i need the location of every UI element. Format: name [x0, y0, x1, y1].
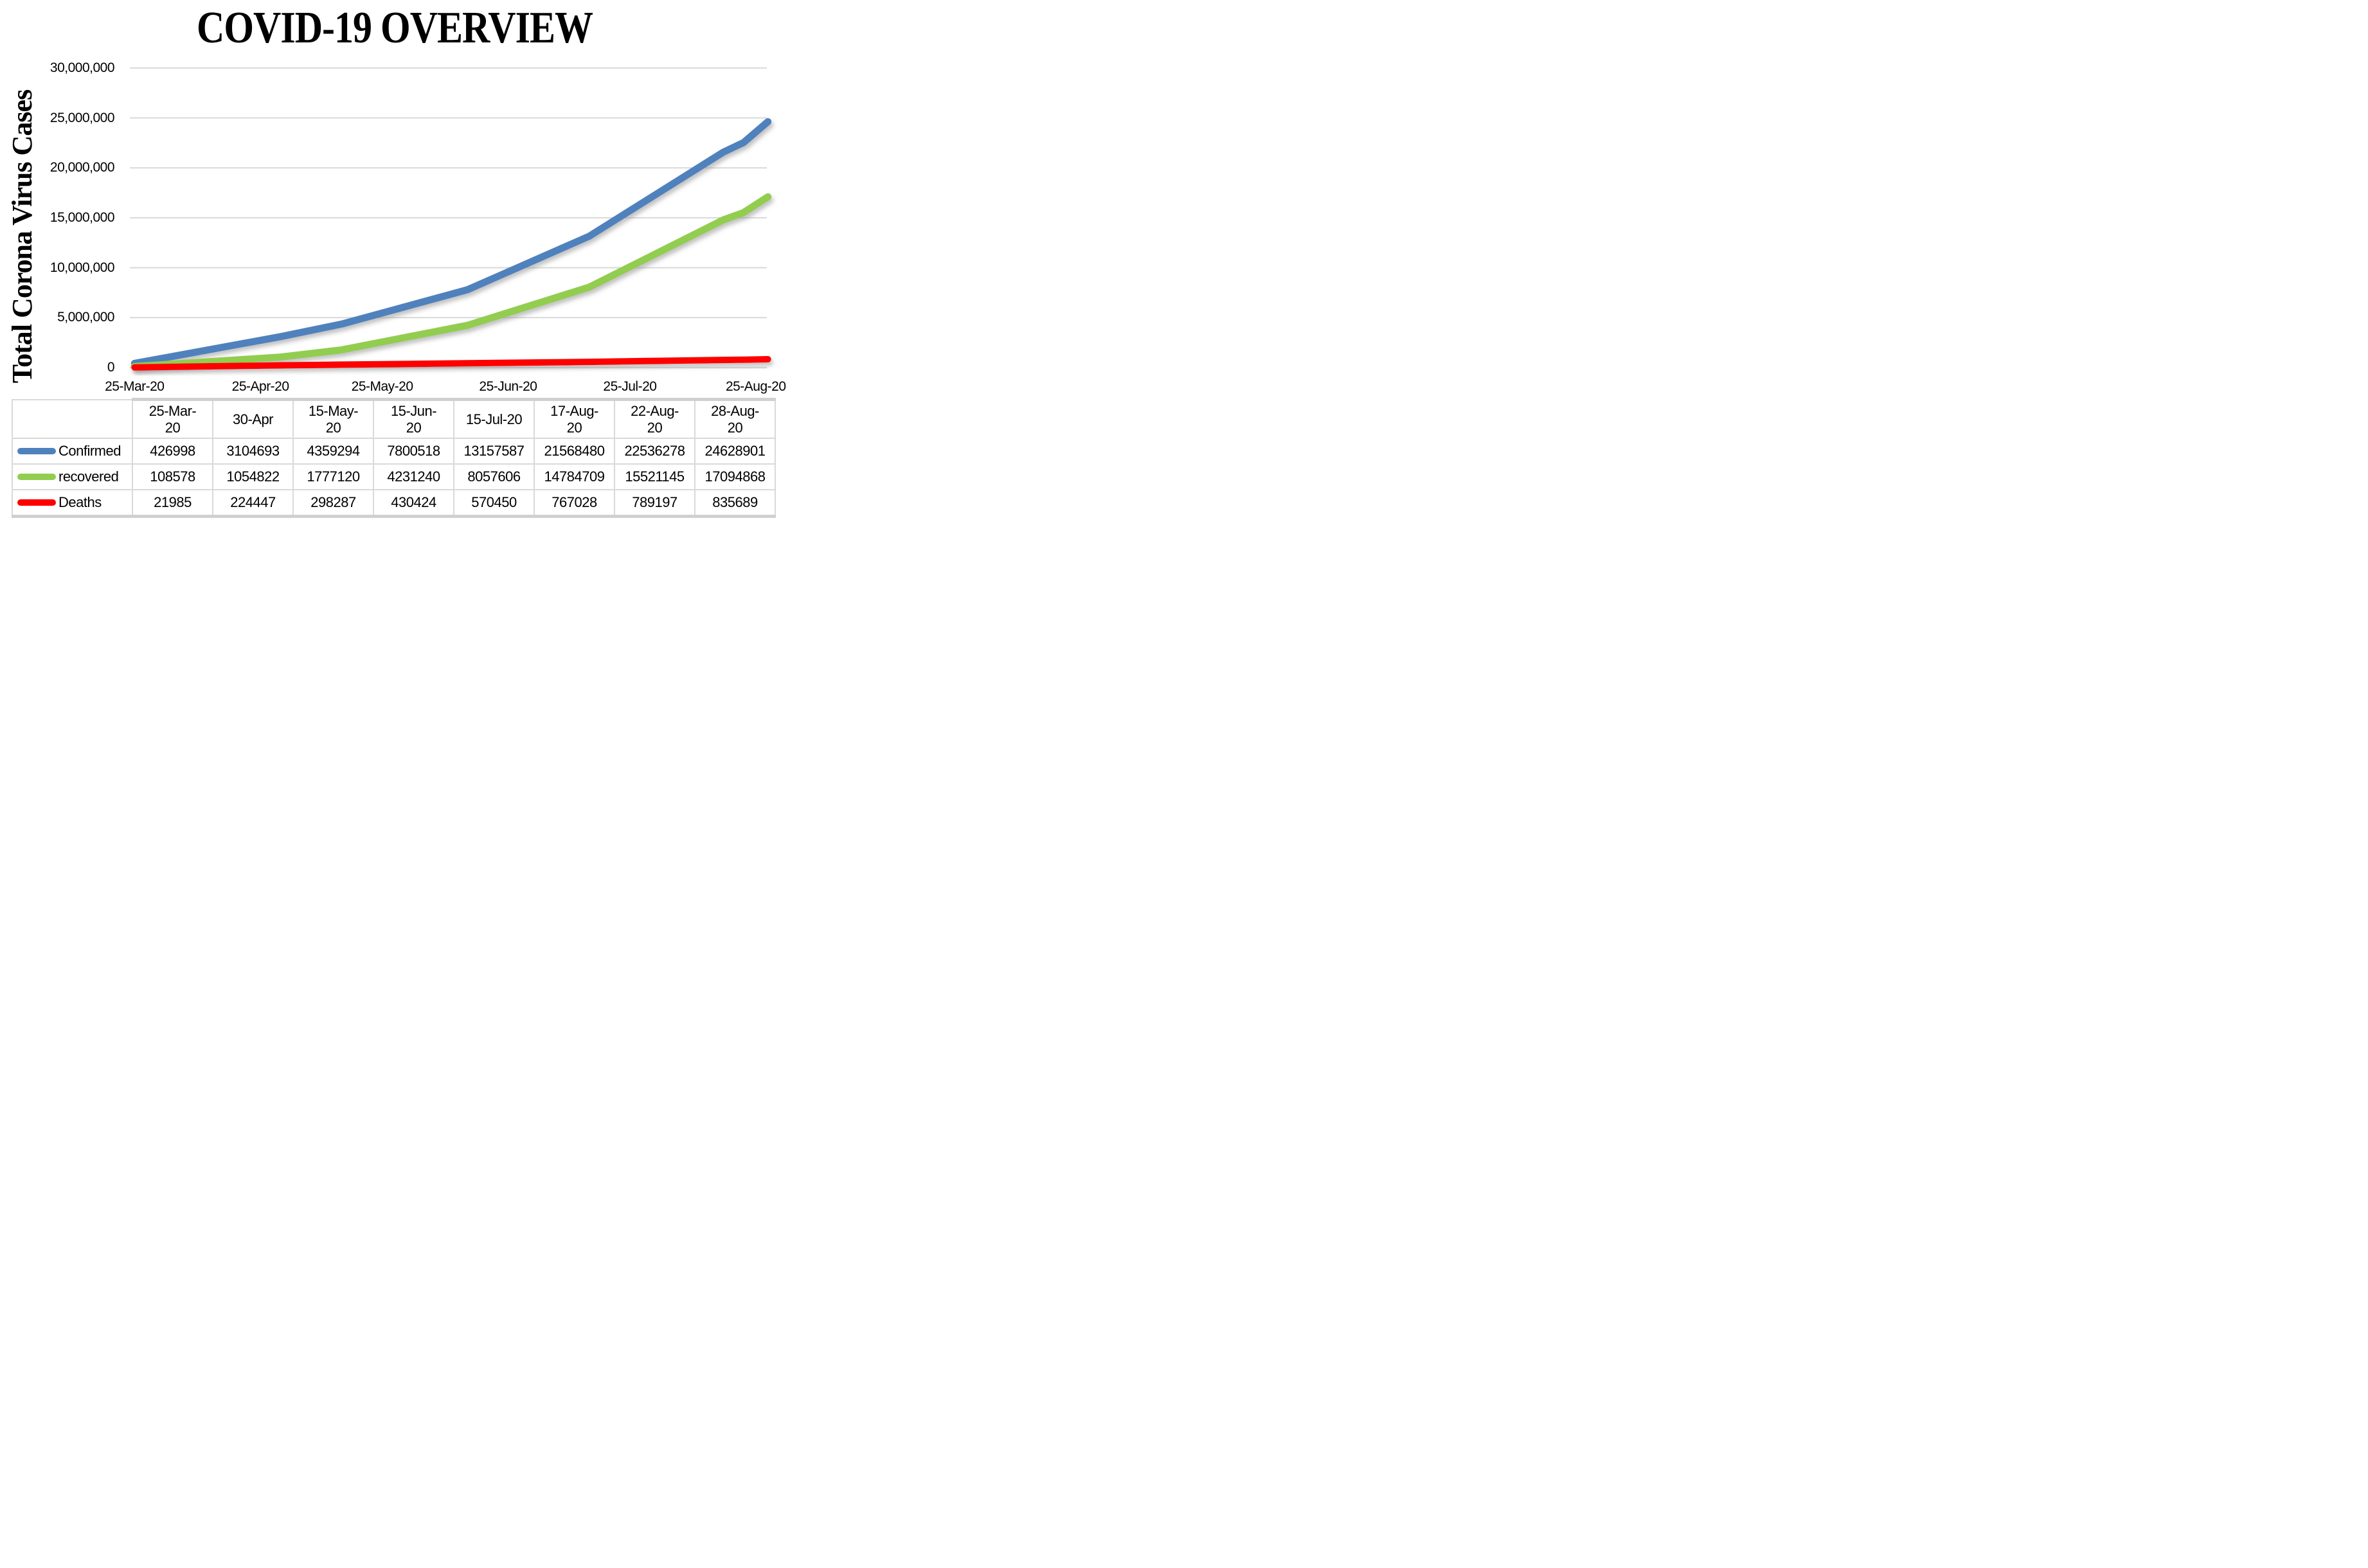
- y-tick-label: 15,000,000: [49, 209, 115, 225]
- table-value-cell: 3104693: [212, 438, 294, 465]
- legend-cell-recovered: recovered: [12, 463, 133, 490]
- table-header-line: 20: [727, 419, 743, 436]
- table-value-cell: 430424: [373, 489, 454, 518]
- table-value-cell: 21568480: [534, 438, 615, 465]
- x-tick-label: 25-Jul-20: [603, 379, 657, 394]
- table-header-line: 25-Mar-: [148, 402, 197, 419]
- table-header-line: 30-Apr: [232, 411, 274, 427]
- table-value-cell: 4231240: [373, 463, 454, 490]
- legend-label: Confirmed: [58, 443, 121, 459]
- table-value-cell: 1054822: [212, 463, 294, 490]
- table-header-line: 15-Jul-20: [465, 411, 523, 427]
- table-header-cell: 17-Aug- 20: [534, 398, 615, 439]
- table-value-cell: 15521145: [614, 463, 695, 490]
- table-corner-cell: [12, 398, 133, 439]
- table-value-cell: 22536278: [614, 438, 695, 465]
- table-header-cell: 28-Aug- 20: [694, 398, 776, 439]
- legend-swatch-confirmed: [17, 448, 56, 454]
- table-header-cell: 15-Jul-20: [453, 398, 535, 439]
- table-value-cell: 14784709: [534, 463, 615, 490]
- table-header-line: 20: [325, 419, 341, 436]
- covid-overview-chart: COVID-19 OVERVIEW Total Corona Virus Cas…: [0, 0, 789, 522]
- table-value-cell: 8057606: [453, 463, 535, 490]
- series-line-recovered: [130, 193, 772, 370]
- table-value-cell: 1777120: [292, 463, 374, 490]
- table-row-confirmed: Confirmed 426998 3104693 4359294 7800518 1315…: [12, 438, 776, 465]
- table-row-deaths: Deaths 21985 224447 298287 430424 570450 76702…: [12, 489, 776, 518]
- table-value-cell: 224447: [212, 489, 294, 518]
- x-tick-label: 25-Apr-20: [231, 379, 289, 394]
- table-header-line: 20: [406, 419, 422, 436]
- legend-cell-deaths: Deaths: [12, 489, 133, 518]
- x-tick-label: 25-Mar-20: [105, 379, 165, 394]
- table-value-cell: 789197: [614, 489, 695, 518]
- table-value-cell: 21985: [132, 489, 213, 518]
- table-value-cell: 835689: [694, 489, 776, 518]
- x-tick-label: 25-Jun-20: [479, 379, 537, 394]
- table-header-line: 22-Aug-: [631, 402, 679, 419]
- table-header-line: 20: [566, 419, 582, 436]
- table-header-cell: 15-May- 20: [292, 398, 374, 439]
- table-value-cell: 4359294: [292, 438, 374, 465]
- y-tick-label: 20,000,000: [49, 160, 115, 175]
- table-header-line: 15-May-: [308, 402, 359, 419]
- table-value-cell: 17094868: [694, 463, 776, 490]
- table-value-cell: 767028: [534, 489, 615, 518]
- table-header-cell: 30-Apr: [212, 398, 294, 439]
- legend-cell-confirmed: Confirmed: [12, 438, 133, 465]
- data-table: 25-Mar- 20 30-Apr 15-May- 20 15-Jun- 20 15-Jul-…: [12, 398, 776, 518]
- table-header-line: 20: [165, 419, 181, 436]
- legend-label: Deaths: [58, 494, 102, 510]
- table-header-cell: 25-Mar- 20: [132, 398, 213, 439]
- y-tick-label: 30,000,000: [49, 60, 115, 75]
- table-header-line: 28-Aug-: [711, 402, 759, 419]
- table-value-cell: 298287: [292, 489, 374, 518]
- legend-label: recovered: [58, 468, 119, 485]
- legend-swatch-recovered: [17, 474, 56, 480]
- table-value-cell: 570450: [453, 489, 535, 518]
- legend-swatch-deaths: [17, 499, 56, 506]
- x-tick-label: 25-May-20: [351, 379, 413, 394]
- table-value-cell: 13157587: [453, 438, 535, 465]
- table-value-cell: 24628901: [694, 438, 776, 465]
- table-value-cell: 108578: [132, 463, 213, 490]
- table-header-line: 20: [647, 419, 663, 436]
- y-tick-label: 0: [107, 360, 115, 375]
- series-line-confirmed: [130, 118, 772, 367]
- plot-area: [130, 67, 772, 371]
- table-header-line: 15-Jun-: [390, 402, 437, 419]
- table-header-line: 17-Aug-: [550, 402, 598, 419]
- chart-title: COVID-19 OVERVIEW: [197, 3, 593, 53]
- series-line-deaths: [131, 356, 771, 371]
- table-header-cell: 15-Jun- 20: [373, 398, 454, 439]
- y-tick-label: 5,000,000: [57, 310, 114, 325]
- table-value-cell: 426998: [132, 438, 213, 465]
- table-row-recovered: recovered 108578 1054822 1777120 4231240 8057…: [12, 463, 776, 490]
- table-header-cell: 22-Aug- 20: [614, 398, 695, 439]
- table-value-cell: 7800518: [373, 438, 454, 465]
- x-tick-label: 25-Aug-20: [725, 379, 786, 394]
- y-tick-label: 25,000,000: [49, 110, 115, 125]
- y-tick-label: 10,000,000: [49, 260, 115, 275]
